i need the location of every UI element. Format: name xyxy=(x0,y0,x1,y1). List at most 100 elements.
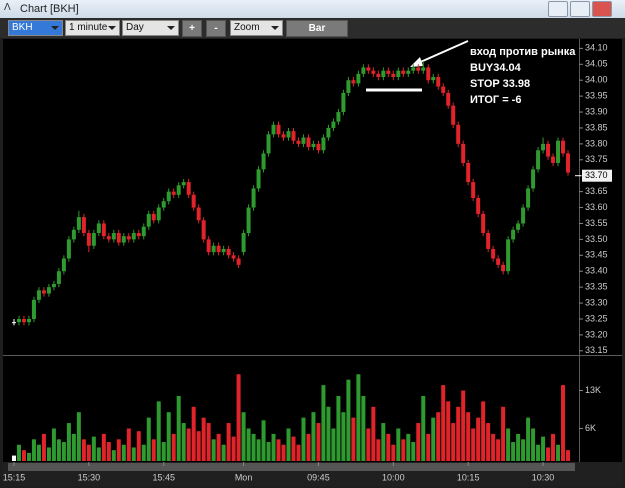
candle-body xyxy=(411,67,416,71)
candle-body xyxy=(101,223,106,237)
candle-body xyxy=(281,134,286,138)
volume-bar xyxy=(371,406,376,461)
candle-body xyxy=(541,143,546,151)
candle-body xyxy=(451,105,456,125)
candle-body xyxy=(11,322,16,324)
volume-bar xyxy=(506,428,511,461)
close-button[interactable] xyxy=(592,1,612,17)
candle-body xyxy=(386,70,391,74)
candle-body xyxy=(61,258,66,272)
candle-body xyxy=(206,239,211,253)
y-tick-label: 33.20 xyxy=(585,329,608,339)
volume-bar xyxy=(366,428,371,461)
zoom-out-button[interactable]: - xyxy=(206,20,226,37)
volume-bar xyxy=(441,385,446,461)
candle-body xyxy=(111,233,116,240)
volume-bar xyxy=(386,433,391,461)
volume-bar xyxy=(121,444,126,461)
candle-body xyxy=(256,169,261,189)
candle-body xyxy=(176,185,181,195)
scrollbar[interactable] xyxy=(8,463,575,471)
candle-body xyxy=(326,127,331,138)
volume-bar xyxy=(451,423,456,461)
candle-body xyxy=(251,188,256,208)
y-tick-label: 33.15 xyxy=(585,345,608,355)
symbol-select[interactable]: BKH xyxy=(8,20,63,36)
volume-bar xyxy=(106,442,111,461)
volume-bar xyxy=(46,447,51,461)
candle-body xyxy=(421,67,426,71)
candle-body xyxy=(46,287,51,294)
minimize-button[interactable] xyxy=(548,1,568,17)
volume-bar xyxy=(166,412,171,461)
x-tick-label: 09:45 xyxy=(307,472,330,482)
candle-body xyxy=(501,264,506,272)
y-tick-label: 33.55 xyxy=(585,218,608,228)
zoom-in-button[interactable]: + xyxy=(182,20,202,37)
candle-body xyxy=(106,236,111,240)
candle-body xyxy=(341,92,346,113)
period-select[interactable]: Day xyxy=(122,20,179,36)
candle-body xyxy=(471,182,476,198)
candle-body xyxy=(456,124,461,144)
candle-body xyxy=(321,137,326,151)
volume-bar xyxy=(566,450,571,461)
candle-body xyxy=(276,124,281,135)
volume-bar xyxy=(171,433,176,461)
volume-bar xyxy=(196,431,201,461)
candle-body xyxy=(481,213,486,234)
candle-body xyxy=(561,140,566,154)
volume-bar xyxy=(531,428,536,461)
x-tick-label: Mon xyxy=(235,472,253,482)
candle-body xyxy=(286,131,291,138)
volume-bar xyxy=(436,412,441,461)
y-tick-label: 6K xyxy=(585,423,596,433)
volume-bar xyxy=(356,374,361,461)
candle-body xyxy=(431,77,436,81)
volume-bar xyxy=(291,436,296,461)
volume-bar xyxy=(66,423,71,461)
candle-body xyxy=(371,70,376,74)
candle-body xyxy=(141,226,146,237)
candle-body xyxy=(546,143,551,157)
candle-body xyxy=(26,318,31,323)
candle-body xyxy=(396,70,401,78)
candle-body xyxy=(476,198,481,214)
volume-bar xyxy=(151,439,156,461)
zoom-select[interactable]: Zoom xyxy=(230,20,283,36)
volume-bar xyxy=(56,439,61,461)
candle-body xyxy=(181,182,186,186)
candle-body xyxy=(261,153,266,170)
volume-bar xyxy=(341,412,346,461)
volume-bar xyxy=(446,401,451,461)
x-tick-label: 15:15 xyxy=(3,472,26,482)
volume-bar xyxy=(551,433,556,461)
volume-bar xyxy=(311,412,316,461)
y-tick-label: 33.80 xyxy=(585,138,608,148)
candle-body xyxy=(56,271,61,284)
bar-button[interactable]: Bar xyxy=(286,20,348,37)
candle-body xyxy=(381,70,386,78)
volume-bar xyxy=(141,444,146,461)
candle-body xyxy=(21,318,26,323)
volume-bar xyxy=(381,423,386,461)
interval-select[interactable]: 1 minute xyxy=(65,20,120,36)
candle-body xyxy=(556,140,561,163)
y-tick-label: 33.35 xyxy=(585,282,608,292)
volume-bar xyxy=(396,428,401,461)
volume-bar xyxy=(211,439,216,461)
candle-body xyxy=(201,220,206,240)
maximize-button[interactable] xyxy=(570,1,590,17)
y-tick-label: 33.60 xyxy=(585,202,608,212)
candle-body xyxy=(516,223,521,230)
candle-body xyxy=(331,121,336,128)
candle-body xyxy=(496,258,501,265)
period: Day xyxy=(126,22,144,33)
volume-bar xyxy=(146,417,151,461)
volume-bar xyxy=(36,444,41,461)
candle-body xyxy=(351,80,356,84)
y-tick-label: 33.90 xyxy=(585,106,608,116)
annotation: BUY34.04 xyxy=(470,62,522,74)
volume-bar xyxy=(61,442,66,461)
